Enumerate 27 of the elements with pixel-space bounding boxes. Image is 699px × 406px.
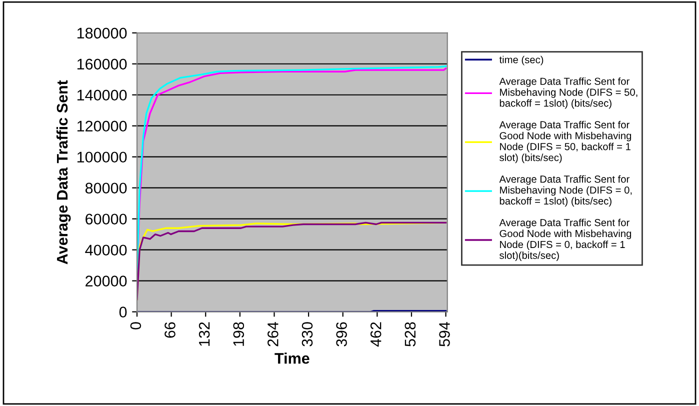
- legend-label: Average Data Traffic Sent for Good Node with Misbehaving Node (DIFS = 0, backoff = 1 slot)(bits/sec): [499, 218, 632, 261]
- y-tick-label: 160000: [77, 58, 127, 70]
- y-tick-label: 40000: [85, 244, 127, 256]
- legend-label: Average Data Traffic Sent for Misbehaving Node (DIFS = 50, backoff = 1slot) (bits/sec): [499, 77, 638, 109]
- y-tick-label: 80000: [85, 182, 127, 194]
- x-tick-label: 264: [268, 322, 278, 346]
- y-tick-label: 0: [119, 306, 127, 318]
- y-tick-label: 60000: [86, 214, 127, 225]
- y-tick-label: 120000: [77, 120, 127, 132]
- x-axis-title: Time: [274, 352, 310, 364]
- y-tick-label: 100000: [77, 152, 127, 163]
- legend-label: time (sec): [499, 56, 544, 66]
- x-tick-label: 132: [198, 322, 210, 346]
- legend-label: Average Data Traffic Sent for Good Node with Misbehaving Node (DIFS = 50, backoff = 1 slot) (bits/sec): [499, 120, 632, 164]
- y-tick-label: 180000: [77, 28, 127, 39]
- y-tick-label: 140000: [77, 90, 127, 101]
- x-tick-label: 330: [302, 322, 313, 346]
- x-tick-label: 0: [130, 322, 142, 330]
- x-tick-label: 396: [336, 322, 347, 346]
- x-tick-label: 594: [439, 322, 450, 346]
- x-tick-label: 66: [164, 322, 176, 338]
- y-tick-label: 20000: [86, 276, 127, 287]
- x-tick-label: 528: [404, 322, 416, 346]
- legend-label: Average Data Traffic Sent for Misbehaving Node (DIFS = 0, backoff = 1slot) (bits/sec): [499, 175, 632, 207]
- x-tick-label: 462: [370, 322, 382, 347]
- y-axis-title: Average Data Traffic Sent: [56, 80, 71, 264]
- x-tick-label: 198: [233, 322, 244, 346]
